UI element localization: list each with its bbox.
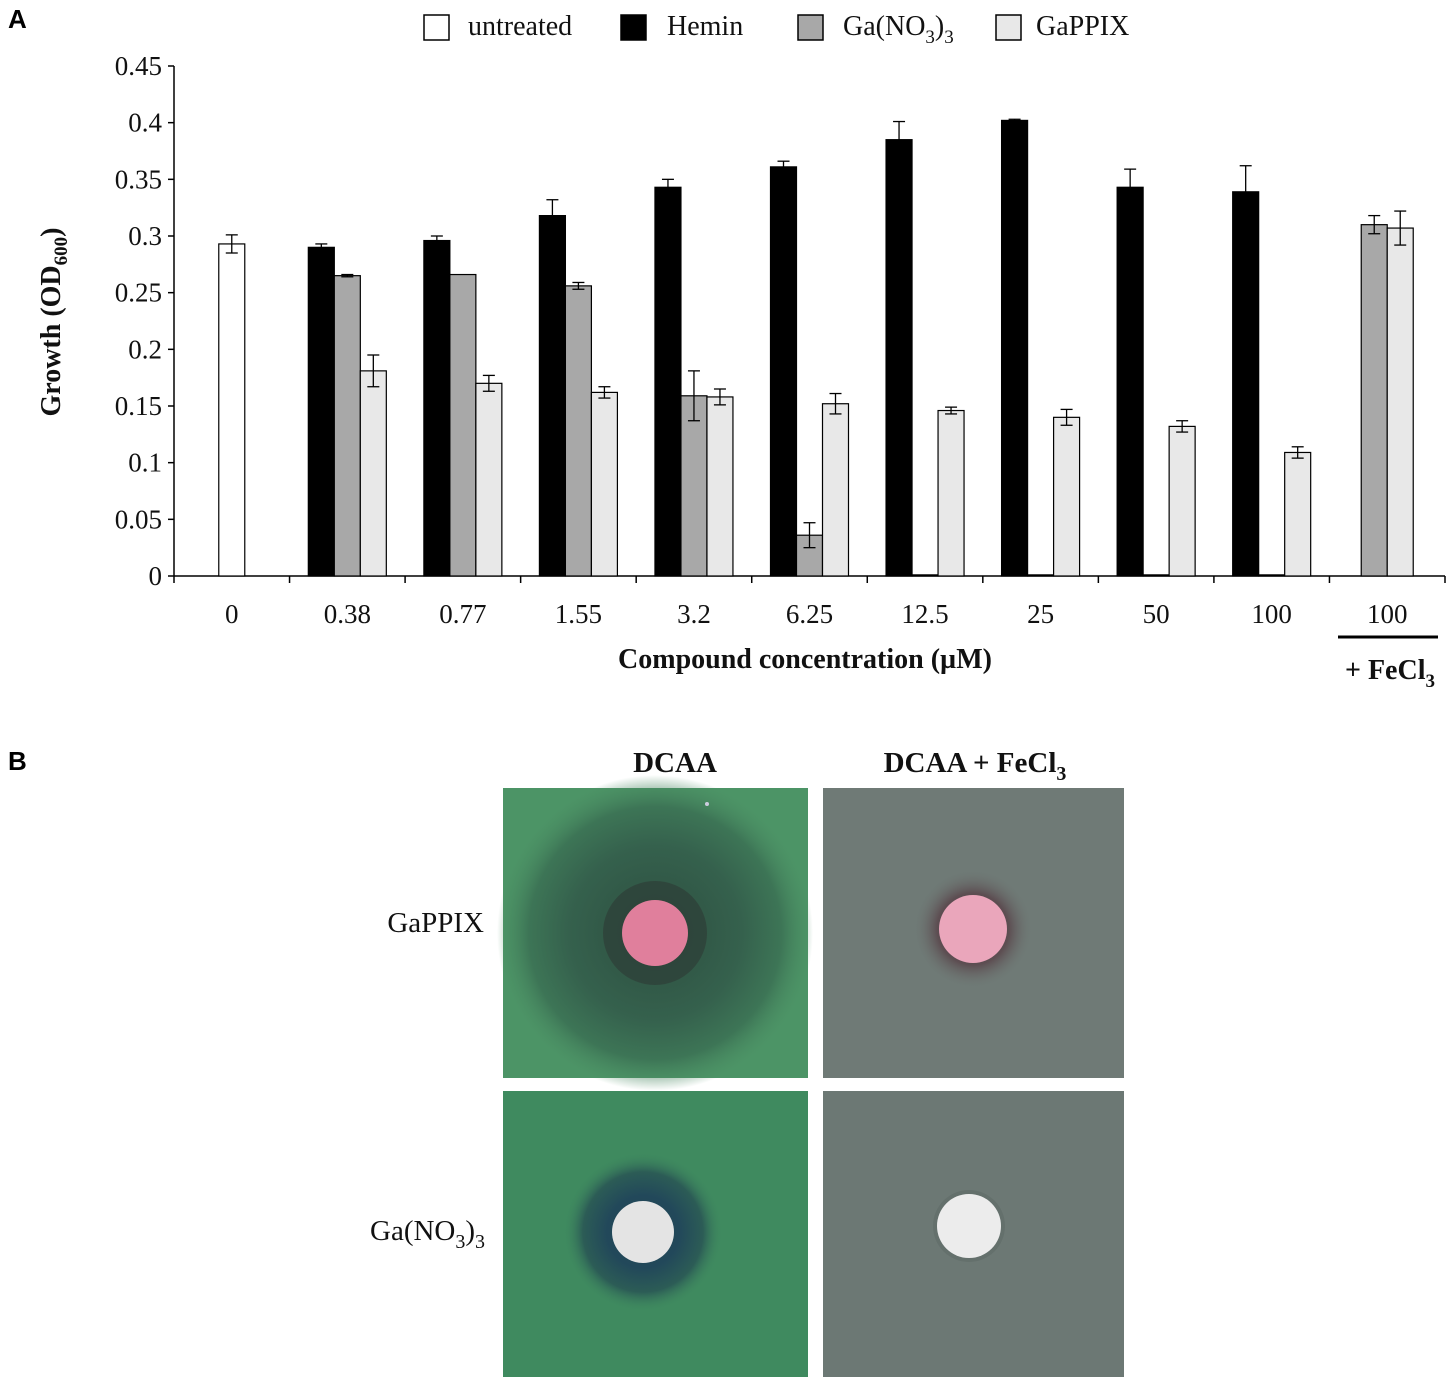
x-tick-label: 50 [1143, 599, 1170, 629]
panel-b-letter: B [8, 746, 27, 776]
legend-item-hemin: Hemin [620, 11, 743, 42]
column-title-dcaa-fecl3-main: DCAA + FeCl [884, 747, 1057, 779]
bar [564, 285, 593, 577]
bar [1000, 119, 1029, 577]
legend-swatch-gappix [995, 14, 1022, 41]
row-label-gallium-nitrate-sub2: 3 [475, 1231, 485, 1253]
bar [680, 395, 708, 577]
bar [1284, 451, 1312, 577]
bar [769, 166, 798, 577]
x-tick-label: 0.38 [324, 599, 371, 629]
fecl3-group-label: + FeCl3 [1345, 655, 1435, 692]
fecl3-group-label-sub: 3 [1426, 671, 1436, 692]
bar [1026, 574, 1055, 577]
legend-item-gallium-nitrate: Ga(NO3)3 [797, 11, 954, 48]
bar [911, 574, 939, 577]
bar [706, 396, 734, 577]
x-tick-label: 6.25 [786, 599, 833, 629]
y-tick-label: 0.25 [115, 278, 162, 308]
compound-disk [939, 895, 1007, 963]
y-tick-label: 0.35 [115, 164, 162, 194]
x-axis-title: Compound concentration (µM) [618, 644, 992, 675]
legend-swatch-hemin [620, 14, 647, 41]
x-tick-label: 100 [1367, 599, 1408, 629]
plate-speck [705, 802, 709, 806]
row-label-gallium-nitrate-part1: Ga(NO [370, 1215, 455, 1247]
fecl3-group-label-main: + FeCl [1345, 655, 1426, 686]
y-tick-label: 0.05 [115, 504, 162, 534]
bar [307, 246, 335, 577]
plate-dcaa-gallium-nitrate [503, 1091, 808, 1377]
x-tick-label: 25 [1027, 599, 1054, 629]
y-axis-title-main: Growth (OD [36, 265, 67, 416]
bar [885, 139, 913, 577]
x-tick-label: 12.5 [901, 599, 948, 629]
legend-gallium-nitrate-sub1: 3 [925, 27, 935, 48]
x-tick-label: 1.55 [555, 599, 602, 629]
y-tick-label: 0.2 [128, 334, 162, 364]
row-label-gappix: GaPPIX [387, 907, 484, 939]
y-axis-title-sub: 600 [51, 237, 72, 266]
row-label-gallium-nitrate-part2: ) [465, 1215, 475, 1247]
bar [1232, 191, 1260, 577]
bar [1116, 186, 1144, 577]
y-tick-label: 0 [149, 561, 163, 591]
bar [1386, 227, 1414, 577]
legend-gallium-nitrate-part1: Ga(NO [843, 11, 925, 42]
bar [449, 273, 477, 577]
bar-chart: 0 0.05 0.1 0.15 0.2 0.25 0.3 0.35 0.4 0.45 0 0.38 0.… [115, 51, 1446, 629]
legend-swatch-gallium-nitrate [797, 14, 824, 41]
plate-fecl3-gallium-nitrate [823, 1091, 1124, 1377]
compound-disk [612, 1201, 674, 1263]
bar [1052, 416, 1081, 577]
column-title-dcaa: DCAA [633, 747, 717, 779]
bar [333, 275, 361, 577]
legend-label-hemin: Hemin [667, 11, 743, 42]
legend-item-gappix: GaPPIX [995, 11, 1129, 42]
bar [937, 409, 965, 577]
y-tick-label: 0.4 [128, 108, 162, 138]
bar [1142, 574, 1170, 577]
column-title-dcaa-fecl3: DCAA + FeCl3 [884, 747, 1067, 785]
x-tick-label: 100 [1251, 599, 1292, 629]
bar [218, 243, 246, 577]
bar [654, 186, 682, 577]
row-label-gallium-nitrate: Ga(NO3)3 [370, 1215, 485, 1253]
row-label-gallium-nitrate-sub1: 3 [455, 1231, 465, 1253]
y-axis-title-end: ) [36, 228, 67, 237]
legend-label-gappix: GaPPIX [1036, 11, 1129, 42]
bar [590, 391, 619, 577]
bar [423, 239, 451, 577]
legend-label-gallium-nitrate: Ga(NO3)3 [843, 11, 954, 48]
column-title-dcaa-fecl3-sub: 3 [1056, 763, 1066, 785]
legend-gallium-nitrate-part2: ) [935, 11, 944, 42]
legend-gallium-nitrate-sub2: 3 [944, 27, 954, 48]
chart-legend: untreated Hemin Ga(NO3)3 GaPPIX [423, 11, 1129, 48]
bar [1258, 574, 1286, 577]
x-tick-label: 3.2 [677, 599, 711, 629]
plate-dcaa-gappix [497, 775, 813, 1091]
x-tick-label: 0 [225, 599, 239, 629]
y-tick-label: 0.3 [128, 221, 162, 251]
plate-fecl3-gappix [823, 788, 1124, 1078]
y-axis-title: Growth (OD600) [36, 228, 72, 417]
bar [821, 403, 850, 577]
bar [1168, 425, 1196, 577]
bar [1360, 224, 1388, 577]
x-tick-label: 0.77 [439, 599, 486, 629]
legend-swatch-untreated [423, 14, 450, 41]
compound-disk [622, 900, 688, 966]
y-tick-label: 0.15 [115, 391, 162, 421]
y-tick-label: 0.1 [128, 448, 162, 478]
bar [359, 370, 387, 577]
bar [475, 382, 503, 577]
panel-a-letter: A [8, 4, 27, 34]
y-tick-label: 0.45 [115, 51, 162, 81]
legend-item-untreated: untreated [423, 11, 572, 42]
legend-label-untreated: untreated [468, 11, 572, 42]
compound-disk [937, 1194, 1001, 1258]
bar [538, 215, 567, 577]
